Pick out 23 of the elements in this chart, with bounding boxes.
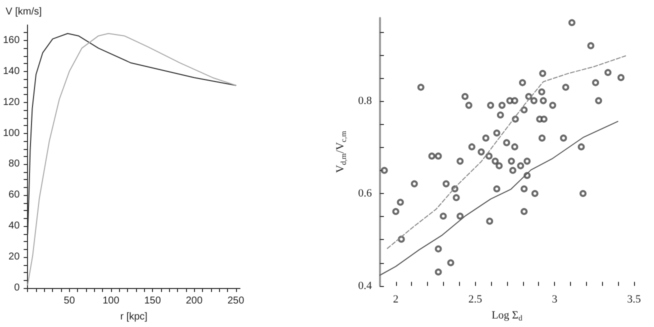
x-tick-label: 3 <box>552 293 558 306</box>
y-tick-label: 0.6 <box>358 187 372 200</box>
x-axis-title: r [kpc] <box>120 312 148 322</box>
y-tick-label: 140 <box>2 66 20 77</box>
y-tick-label: 0.8 <box>358 95 372 108</box>
x-tick-label: 150 <box>144 296 162 306</box>
x-tick-label: 100 <box>102 296 120 306</box>
x-tick-label: 2 <box>393 293 399 306</box>
y-tick-label: 160 <box>2 34 20 46</box>
y-tick-label: 100 <box>2 128 20 139</box>
x-tick-label: 200 <box>186 296 203 306</box>
y-tick-label: 20 <box>8 252 20 263</box>
x-tick-label: 3.5 <box>627 293 642 306</box>
y-tick-label: 0.4 <box>358 280 372 292</box>
x-tick-label: 50 <box>64 296 76 306</box>
x-tick-label: 250 <box>227 296 245 306</box>
y-tick-label: 120 <box>2 96 20 108</box>
y-axis-title: V [km/s] <box>6 6 42 18</box>
y-tick-label: 80 <box>8 158 20 170</box>
y-tick-label: 40 <box>8 220 20 232</box>
y-tick-label: 60 <box>8 190 20 201</box>
x-tick-label: 2.5 <box>468 293 483 306</box>
y-tick-label: 0 <box>14 282 20 294</box>
